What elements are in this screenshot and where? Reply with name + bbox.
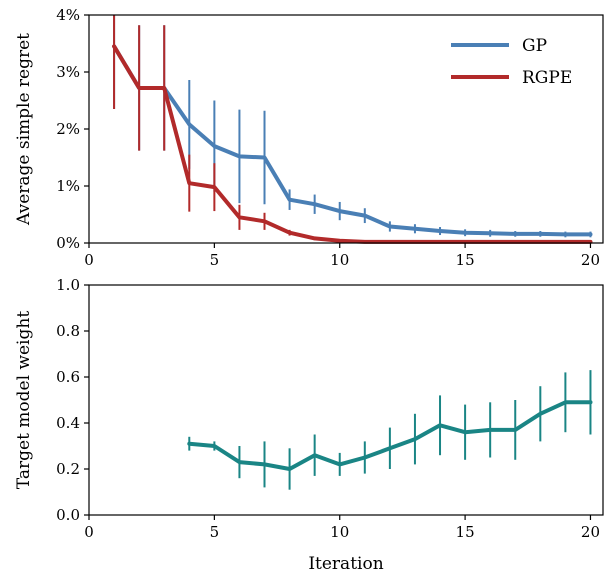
- x-tick-label: 5: [210, 251, 220, 269]
- x-tick-label: 20: [581, 523, 600, 541]
- y-tick-label: 0.0: [56, 506, 80, 524]
- legend: GP RGPE: [451, 36, 572, 88]
- regret-panel: 0 5 10 15 20 0% 1% 2% 3% 4% Average simple regret G…: [14, 6, 604, 269]
- y-tick-label: 0%: [56, 234, 80, 252]
- x-tick-label: 10: [330, 251, 349, 269]
- rgpe-legend-label: RGPE: [522, 68, 572, 88]
- x-tick-label: 10: [330, 523, 349, 541]
- x-tick-label: 20: [581, 251, 600, 269]
- weight-axes-frame: [88, 284, 604, 516]
- y-tick-label: 1.0: [56, 276, 80, 294]
- weight-panel: 0 5 10 15 20 0.0 0.2 0.4 0.6 0.8 1.0 Target model w…: [14, 276, 604, 574]
- x-tick-label: 15: [456, 251, 475, 269]
- weight-y-axis-label: Target model weight: [14, 311, 34, 489]
- x-tick-label: 0: [84, 523, 94, 541]
- y-tick-label: 0.2: [56, 460, 80, 478]
- y-tick-label: 0.6: [56, 368, 80, 386]
- gp-legend-label: GP: [522, 36, 547, 56]
- regret-y-axis-label: Average simple regret: [14, 33, 34, 226]
- y-tick-label: 2%: [56, 120, 80, 138]
- rgpe-line: [112, 44, 593, 244]
- weight-line: [187, 400, 593, 471]
- x-tick-label: 15: [456, 523, 475, 541]
- x-axis-label: Iteration: [308, 554, 383, 574]
- x-tick-label: 5: [210, 523, 220, 541]
- y-tick-label: 4%: [56, 6, 80, 24]
- gp-line: [112, 44, 593, 237]
- y-tick-label: 1%: [56, 177, 80, 195]
- y-tick-label: 3%: [56, 63, 80, 81]
- y-tick-label: 0.4: [56, 414, 80, 432]
- y-tick-label: 0.8: [56, 322, 80, 340]
- x-tick-label: 0: [84, 251, 94, 269]
